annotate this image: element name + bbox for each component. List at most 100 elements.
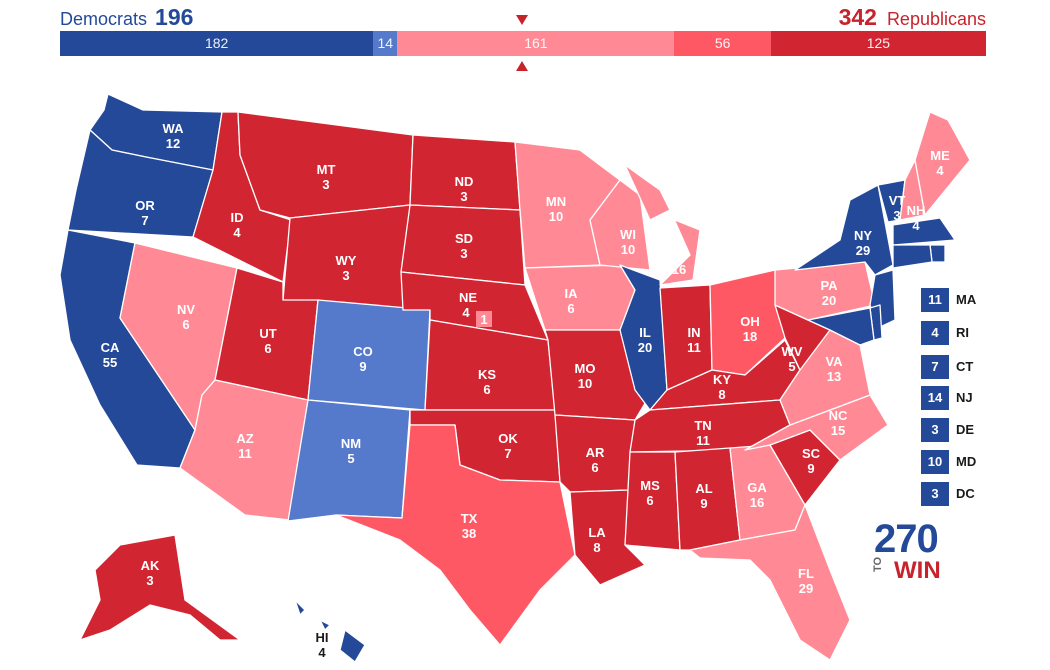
small-state-votes-nj[interactable]: 14 <box>921 386 949 410</box>
state-label-la: LA <box>588 525 606 540</box>
state-mi[interactable] <box>624 164 701 286</box>
state-votes-nm: 5 <box>347 451 354 466</box>
state-votes-pa: 20 <box>822 293 836 308</box>
state-label-wy: WY <box>336 253 357 268</box>
state-me[interactable] <box>914 111 971 216</box>
270-marker-top-icon <box>516 15 528 25</box>
state-label-ky: KY <box>713 372 731 387</box>
state-fl[interactable] <box>689 504 851 661</box>
state-ct[interactable] <box>892 244 933 269</box>
270-marker-bottom-icon <box>516 61 528 71</box>
small-state-abbr-nj: NJ <box>956 390 973 405</box>
state-votes-sc: 9 <box>807 461 814 476</box>
state-votes-wy: 3 <box>342 268 349 283</box>
state-votes-vt: 3 <box>893 208 900 223</box>
state-hi[interactable] <box>294 599 366 663</box>
state-votes-al: 9 <box>700 496 707 511</box>
state-label-va: VA <box>825 354 843 369</box>
bar-segment: 14 <box>373 31 398 56</box>
state-label-az: AZ <box>236 431 253 446</box>
state-votes-ca: 55 <box>103 355 117 370</box>
state-label-id: ID <box>231 210 244 225</box>
state-votes-in: 11 <box>687 340 701 355</box>
state-oh[interactable] <box>709 269 786 376</box>
state-label-ia: IA <box>565 286 579 301</box>
state-label-ar: AR <box>586 445 605 460</box>
state-votes-il: 20 <box>638 340 652 355</box>
state-votes-me: 4 <box>936 163 944 178</box>
state-votes-wi: 10 <box>621 242 635 257</box>
small-state-votes-ct[interactable]: 7 <box>921 355 949 379</box>
state-votes-mo: 10 <box>578 376 592 391</box>
state-label-tx: TX <box>461 511 478 526</box>
state-votes-nv: 6 <box>182 317 189 332</box>
state-votes-fl: 29 <box>799 581 813 596</box>
state-votes-mi: 16 <box>672 262 686 277</box>
logo-win: WIN <box>894 557 941 584</box>
state-votes-co: 9 <box>359 359 366 374</box>
state-votes-ks: 6 <box>483 382 490 397</box>
state-label-sd: SD <box>455 231 473 246</box>
270towin-logo: 270 TO WIN <box>872 518 952 584</box>
republicans-label: Republicans <box>886 9 986 29</box>
state-votes-ok: 7 <box>504 446 511 461</box>
state-md[interactable] <box>807 307 875 346</box>
state-votes-ia: 6 <box>567 301 574 316</box>
state-votes-ak: 3 <box>146 573 153 588</box>
state-votes-nc: 15 <box>831 423 845 438</box>
small-state-abbr-ma: MA <box>956 292 977 307</box>
state-label-nm: NM <box>341 436 361 451</box>
state-label-ca: CA <box>101 340 120 355</box>
state-votes-ne: 4 <box>462 305 470 320</box>
state-votes-tx: 38 <box>462 526 476 541</box>
state-label-mn: MN <box>546 194 566 209</box>
state-label-mo: MO <box>575 361 596 376</box>
state-ny[interactable] <box>794 184 894 276</box>
state-label-nd: ND <box>455 174 474 189</box>
state-label-mt: MT <box>317 162 336 177</box>
state-votes-ut: 6 <box>264 341 271 356</box>
bar-segment: 56 <box>674 31 771 56</box>
state-ma[interactable] <box>892 217 956 246</box>
state-votes-mt: 3 <box>322 177 329 192</box>
state-votes-ny: 29 <box>856 243 870 258</box>
state-label-tn: TN <box>694 418 711 433</box>
state-votes-ar: 6 <box>591 460 598 475</box>
state-votes-ky: 8 <box>718 387 725 402</box>
small-state-abbr-ri: RI <box>956 325 969 340</box>
state-tx[interactable] <box>335 424 576 646</box>
small-state-votes-md[interactable]: 10 <box>921 450 949 474</box>
state-votes-tn: 11 <box>696 433 710 448</box>
state-label-ks: KS <box>478 367 496 382</box>
small-state-abbr-ct: CT <box>956 359 974 374</box>
state-votes-ga: 16 <box>750 495 764 510</box>
state-votes-nh: 4 <box>912 218 920 233</box>
small-state-abbr-dc: DC <box>956 486 975 501</box>
state-votes-wa: 12 <box>166 136 180 151</box>
state-label-wa: WA <box>163 121 185 136</box>
state-votes-la: 8 <box>593 540 600 555</box>
state-label-ga: GA <box>747 480 767 495</box>
democrats-label: Democrats <box>60 9 148 29</box>
state-label-vt: VT <box>889 193 906 208</box>
small-state-abbr-de: DE <box>956 422 975 437</box>
state-label-ak: AK <box>141 558 160 573</box>
state-label-ny: NY <box>854 228 872 243</box>
small-state-votes-de[interactable]: 3 <box>921 418 949 442</box>
state-votes-oh: 18 <box>743 329 757 344</box>
state-votes-mn: 10 <box>549 209 563 224</box>
small-state-votes-ri[interactable]: 4 <box>921 321 949 345</box>
state-votes-va: 13 <box>827 369 841 384</box>
state-label-me: ME <box>930 148 950 163</box>
small-state-abbr-md: MD <box>956 454 977 469</box>
state-label-or: OR <box>135 198 155 213</box>
small-state-votes-dc[interactable]: 3 <box>921 482 949 506</box>
state-ak[interactable] <box>79 534 241 641</box>
state-label-nh: NH <box>907 203 926 218</box>
state-ia[interactable] <box>524 264 636 331</box>
state-label-nc: NC <box>829 408 848 423</box>
state-label-fl: FL <box>798 566 814 581</box>
democrats-electoral-votes: 196 <box>155 4 194 30</box>
small-state-votes-ma[interactable]: 11 <box>921 288 949 312</box>
